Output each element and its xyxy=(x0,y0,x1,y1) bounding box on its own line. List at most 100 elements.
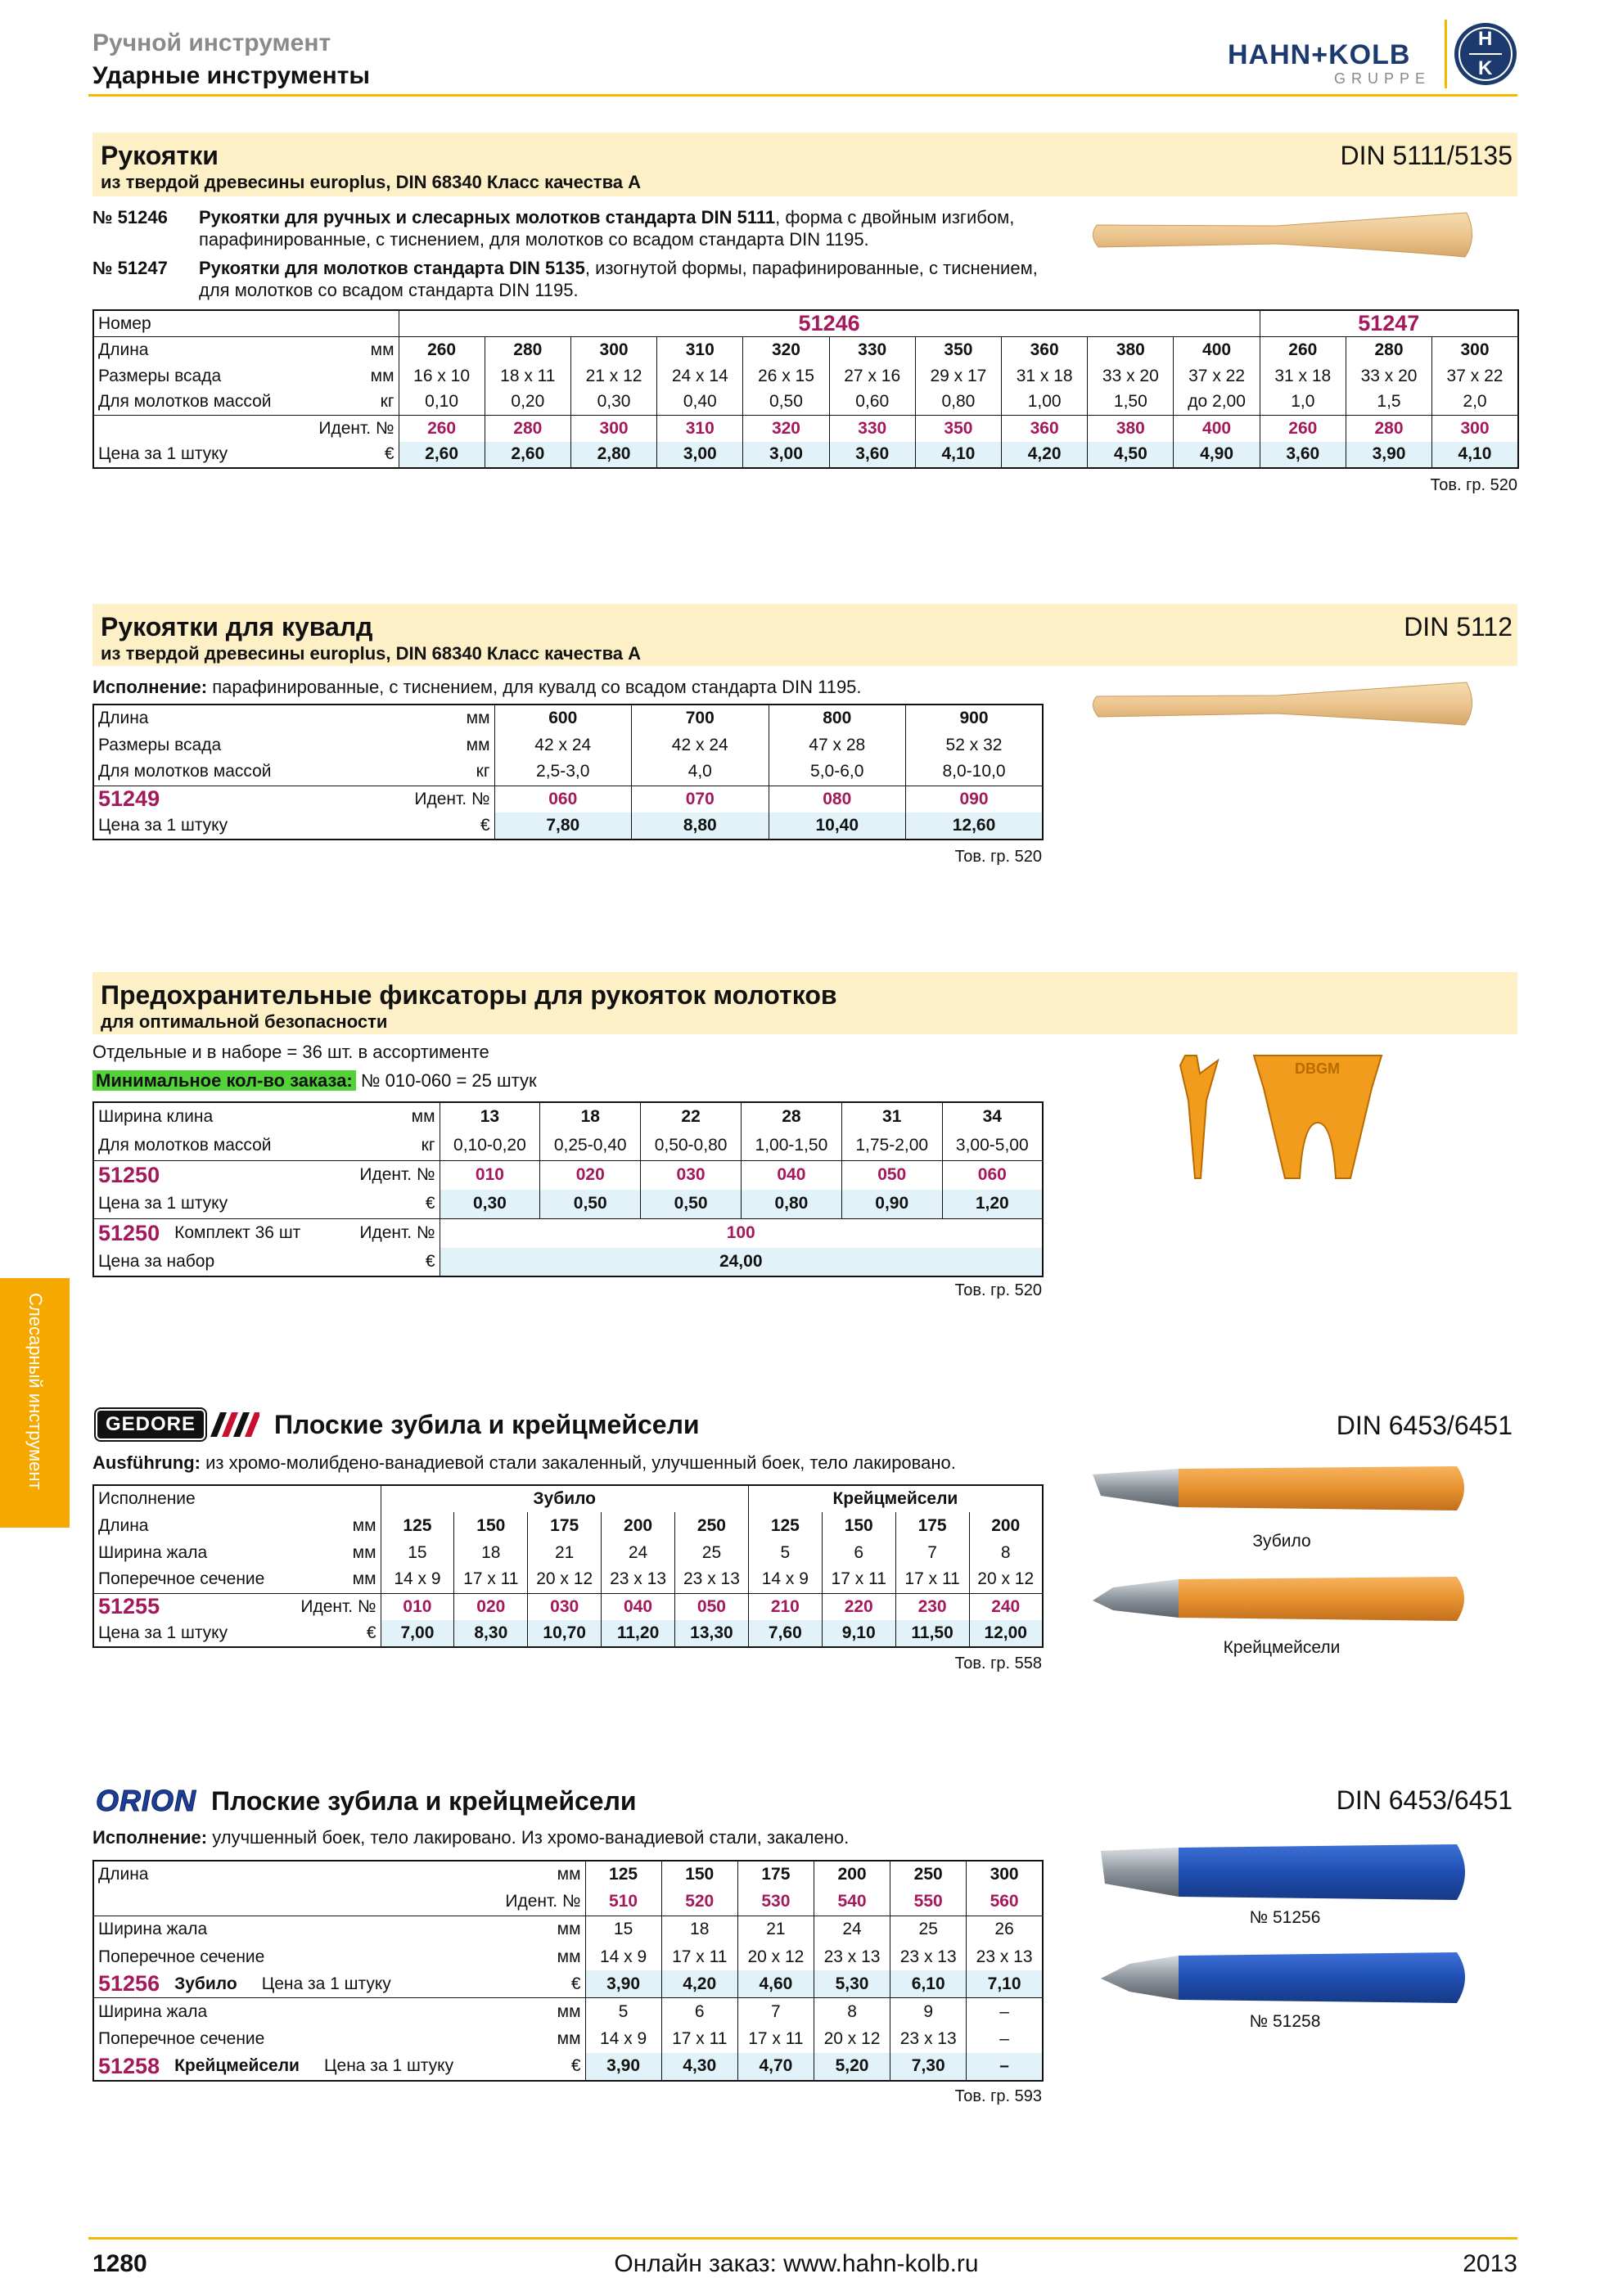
table-cell: 0,20 xyxy=(484,389,571,416)
table-row: 51249 Идент. № 060 070 080 090 xyxy=(93,785,1043,813)
unit: € xyxy=(570,1974,581,1993)
label-content: 51250 Комплект 36 шт Идент. № xyxy=(98,1221,435,1246)
row-label: Цена за набор € xyxy=(93,1247,440,1276)
table-cell: 23 x 13 xyxy=(890,2025,967,2054)
item-text: Рукоятки для молотков стандарта DIN 5135… xyxy=(199,257,1050,301)
table-cell: 150 xyxy=(453,1512,528,1539)
label-text: Ширина клина xyxy=(98,1107,214,1127)
table-cell: – xyxy=(966,1997,1043,2026)
unit: Идент. № xyxy=(359,1165,435,1184)
section-header: Предохранительные фиксаторы для рукояток… xyxy=(92,972,1517,1034)
row-label: 51249 Идент. № xyxy=(93,785,495,813)
row-label: Цена за 1 штуку € xyxy=(93,1189,440,1218)
table-cell: 42 x 24 xyxy=(494,732,632,759)
table-cell: 0,10-0,20 xyxy=(439,1131,540,1160)
table-cell: 3,00 xyxy=(742,441,830,468)
table-cell: 18 xyxy=(539,1102,641,1132)
table-cell: 12,60 xyxy=(905,813,1043,840)
row-label: 51250 Идент. № xyxy=(93,1159,440,1190)
table-cell: 0,40 xyxy=(656,389,743,416)
image-caption: № 51256 xyxy=(1249,1908,1321,1927)
table-cell: 510 xyxy=(584,1888,662,1916)
product-group: Тов. гр. 558 xyxy=(954,1654,1042,1672)
table-cell: 24 xyxy=(601,1539,675,1566)
section-header: Рукоятки для кувалд из твердой древесины … xyxy=(92,604,1517,666)
footer-rule xyxy=(88,2237,1517,2240)
table-cell: до 2,00 xyxy=(1173,389,1260,416)
label-text: Цена за 1 штуку xyxy=(98,1194,228,1213)
unit: мм xyxy=(557,1920,581,1939)
label-text: Комплект 36 шт xyxy=(174,1223,301,1242)
table-cell: 24 x 14 xyxy=(656,362,743,389)
brand-title: ORION Плоские зубила и крейцмейсели xyxy=(95,1784,636,1818)
logo-mark: H xyxy=(1478,28,1493,50)
row-label: Ширина жала мм xyxy=(93,1997,586,2026)
standard: DIN 5111/5135 xyxy=(1340,141,1513,170)
table-row: Цена за 1 штуку €7,80 8,80 10,40 12,60 xyxy=(93,813,1043,840)
unit: € xyxy=(570,2056,581,2076)
unit: Идент. № xyxy=(359,1223,435,1242)
table-cell: 200 xyxy=(601,1512,675,1539)
label-content: Ширина клина мм xyxy=(98,1107,435,1127)
item-number: № 51246 xyxy=(92,207,168,227)
page-number: 1280 xyxy=(92,2250,147,2277)
table-row: Длина мм 125 150 175 200 250 300 xyxy=(93,1861,1043,1889)
item-text: Исполнение: парафинированные, с тиснение… xyxy=(92,676,862,698)
row-label: Цена за 1 штуку € xyxy=(93,441,399,468)
table-cell: 800 xyxy=(768,705,906,732)
table-cell: 550 xyxy=(890,1888,967,1916)
logo-divider xyxy=(1445,20,1447,88)
table-cell: 9,10 xyxy=(821,1620,896,1647)
label-text: Крейцмейсели xyxy=(174,2056,300,2076)
table-cell: 23 x 13 xyxy=(813,1943,890,1971)
row-label: Для молотков массой кг xyxy=(93,1131,440,1160)
table-row: Для молотков массой кг 2,5-3,0 4,0 5,0-6,0 8,… xyxy=(93,759,1043,786)
row-label: Для молотков массой кг xyxy=(93,759,495,786)
table-cell: 21 xyxy=(737,1915,814,1943)
item-rest: № 010-060 = 25 штук xyxy=(360,1070,537,1091)
standard: DIN 6453/6451 xyxy=(1336,1411,1513,1440)
table-cell: 4,60 xyxy=(737,1970,814,1998)
data-table: Длина мм 600 700 800 900 Размеры всада мм 42 x 2… xyxy=(92,704,1044,840)
table-cell: 7 xyxy=(895,1539,970,1566)
table-cell: 25 xyxy=(674,1539,749,1566)
table-cell: 060 xyxy=(494,785,632,813)
standard: DIN 6453/6451 xyxy=(1336,1785,1513,1815)
label-text: Поперечное сечение xyxy=(98,1569,265,1589)
table-cell: 31 xyxy=(841,1102,943,1132)
label-content: Поперечное сечение мм xyxy=(98,1947,581,1967)
item-number: № 51247 xyxy=(92,258,168,278)
logo-emblem-ring xyxy=(1458,27,1513,81)
table-cell: 37 x 22 xyxy=(1173,362,1260,389)
label-text: Длина xyxy=(98,340,149,359)
row-label: Ширина жала мм xyxy=(93,1915,586,1943)
item-bold: Ausführung: xyxy=(92,1452,201,1473)
table-cell: 5,0-6,0 xyxy=(768,759,906,786)
table-cell: 260 xyxy=(1259,415,1346,442)
table-cell: 020 xyxy=(539,1159,641,1190)
table-cell: 31 x 18 xyxy=(1001,362,1088,389)
table-cell: 29 x 17 xyxy=(914,362,1002,389)
table-cell: 0,30 xyxy=(439,1189,540,1218)
section-title: Предохранительные фиксаторы для рукояток… xyxy=(101,980,837,1010)
table-cell: 31 x 18 xyxy=(1259,362,1346,389)
table-cell: 51246 xyxy=(398,310,1260,337)
table-cell: 17 x 11 xyxy=(453,1566,528,1593)
table-row: Поперечное сечение мм 14 x 9 17 x 11 20 x 12… xyxy=(93,1566,1043,1593)
table-cell: 8,30 xyxy=(453,1620,528,1647)
table-row: Поперечное сечение мм 14 x 9 17 x 11 17 x 11… xyxy=(93,2025,1043,2054)
table-cell: 23 x 13 xyxy=(674,1566,749,1593)
table-cell: 10,40 xyxy=(768,813,906,840)
table-cell: 4,20 xyxy=(1001,441,1088,468)
table-cell: 2,80 xyxy=(570,441,657,468)
table-row: Цена за 1 штуку €7,00 8,30 10,70 11,20 13,30 7… xyxy=(93,1620,1043,1647)
table-cell: 250 xyxy=(674,1512,749,1539)
table-cell: 380 xyxy=(1087,336,1174,363)
label-text: Цена за 1 штуку xyxy=(98,444,228,463)
table-cell: 030 xyxy=(527,1592,602,1620)
table-cell: 52 x 32 xyxy=(905,732,1043,759)
table-cell: 7,80 xyxy=(494,813,632,840)
